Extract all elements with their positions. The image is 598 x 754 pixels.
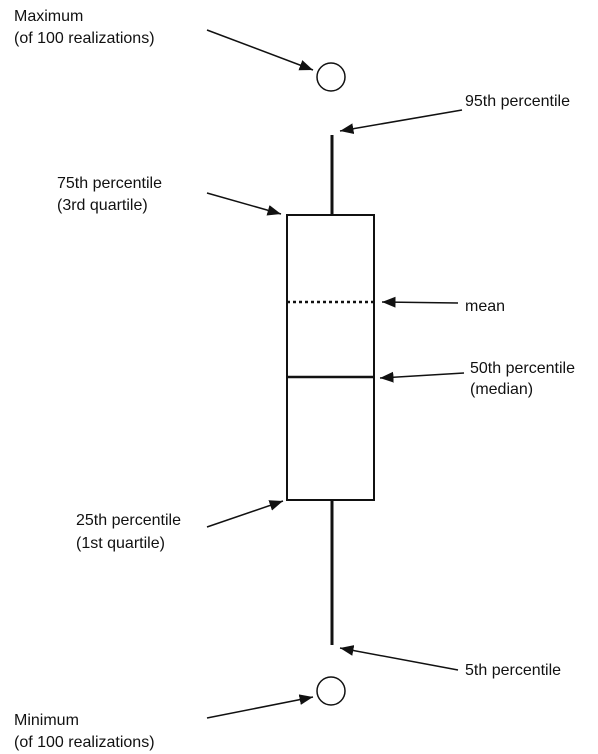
label: (3rd quartile) <box>57 197 148 214</box>
arrows <box>206 29 465 719</box>
label: 50th percentile <box>470 360 575 377</box>
arrow <box>379 371 465 383</box>
arrow <box>339 645 459 671</box>
label: Minimum <box>14 712 79 729</box>
arrow <box>206 500 284 528</box>
label: Maximum <box>14 8 83 25</box>
minimum-circle <box>316 676 346 706</box>
label: (median) <box>470 381 533 398</box>
label: 95th percentile <box>465 93 570 110</box>
label: 5th percentile <box>465 662 561 679</box>
label: 75th percentile <box>57 175 162 192</box>
arrow <box>381 296 459 308</box>
arrow <box>206 694 314 719</box>
arrow <box>206 192 282 216</box>
label: 25th percentile <box>76 512 181 529</box>
maximum-circle <box>316 62 346 92</box>
arrow <box>206 29 314 71</box>
label: mean <box>465 298 505 315</box>
arrow <box>339 109 463 135</box>
label: (1st quartile) <box>76 535 165 552</box>
label: (of 100 realizations) <box>14 734 155 751</box>
label: (of 100 realizations) <box>14 30 155 47</box>
